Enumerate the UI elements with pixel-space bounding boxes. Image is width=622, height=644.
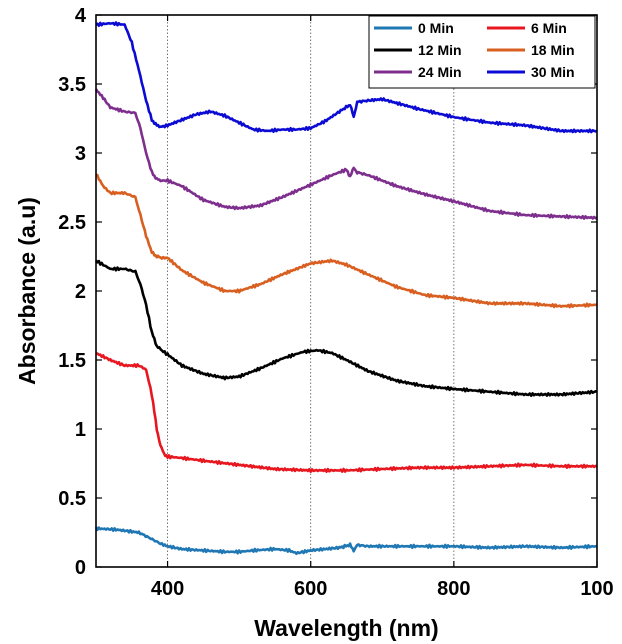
y-tick-label-3.5: 3.5 [58, 74, 86, 96]
series-line-6-min [95, 352, 598, 474]
y-tick-label-4: 4 [75, 5, 87, 27]
y-tick-label-2.5: 2.5 [58, 212, 86, 234]
plot-frame [95, 14, 598, 568]
series-line-24-min [94, 88, 598, 220]
x-tick-label-400: 400 [151, 578, 184, 600]
legend-label-0-min: 0 Min [418, 20, 454, 36]
x-tick-label-600: 600 [294, 578, 327, 600]
series-line-18-min [95, 173, 597, 309]
x-tick-label-1000: 100 [580, 578, 613, 600]
y-tick-label-3: 3 [75, 143, 86, 165]
legend-label-12-min: 12 Min [418, 42, 462, 58]
legend: 0 Min 6 Min 12 Min 18 Min 24 Min 30 Min [368, 15, 596, 89]
legend-label-18-min: 18 Min [531, 42, 575, 58]
x-tick-label-800: 800 [437, 578, 470, 600]
y-tick-label-2: 2 [75, 281, 86, 303]
y-axis-label: Absorbance (a.u) [14, 197, 40, 385]
x-axis-label: Wavelength (nm) [254, 615, 438, 641]
y-tick-label-0: 0 [75, 557, 86, 579]
y-tick-label-0.5: 0.5 [58, 488, 86, 510]
legend-label-30-min: 30 Min [531, 64, 575, 80]
legend-label-6-min: 6 Min [531, 20, 567, 36]
series-line-30-min [95, 21, 598, 134]
y-tick-label-1.5: 1.5 [58, 350, 86, 372]
legend-label-24-min: 24 Min [418, 64, 462, 80]
series-line-12-min [94, 259, 598, 398]
grid-lines [167, 15, 455, 567]
y-tick-label-1: 1 [75, 419, 86, 441]
series-lines [94, 21, 598, 556]
series-line-0-min [94, 526, 598, 556]
